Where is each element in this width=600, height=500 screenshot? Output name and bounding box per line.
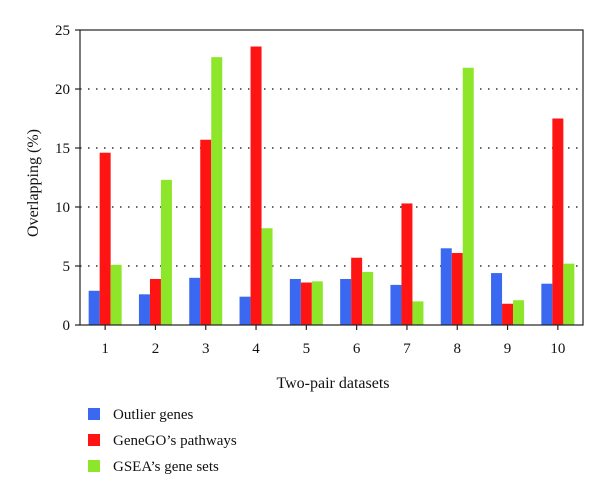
bar-1-gseas xyxy=(110,264,122,325)
bar-6-genegos xyxy=(351,257,363,325)
x-tick-label-3: 3 xyxy=(202,341,210,357)
y-tick-label-25: 25 xyxy=(55,23,70,39)
bar-4-gseas xyxy=(261,228,273,325)
bar-10-outlier xyxy=(541,283,553,325)
y-ticks: 0 5 10 15 20 25 xyxy=(55,23,80,334)
bar-3-gseas xyxy=(211,57,223,325)
bar-2-genegos xyxy=(149,278,161,325)
x-axis-title: Two-pair datasets xyxy=(276,375,389,392)
legend-label-1: GeneGO’s pathways xyxy=(113,433,237,449)
bar-9-genegos xyxy=(502,303,514,325)
legend-swatch-1 xyxy=(88,434,100,446)
x-tick-label-10: 10 xyxy=(550,341,565,357)
bar-3-outlier xyxy=(189,277,201,325)
bar-9-outlier xyxy=(491,273,503,325)
bar-3-genegos xyxy=(200,139,212,325)
x-tick-label-7: 7 xyxy=(403,341,411,357)
bar-5-gseas xyxy=(311,281,323,325)
bar-6-gseas xyxy=(362,271,374,325)
y-tick-label-10: 10 xyxy=(55,200,70,216)
bar-1-outlier xyxy=(88,290,100,325)
bar-10-gseas xyxy=(563,263,575,325)
y-tick-label-0: 0 xyxy=(63,318,71,334)
x-tick-label-1: 1 xyxy=(101,341,109,357)
y-tick-label-20: 20 xyxy=(55,82,70,98)
legend-swatch-0 xyxy=(88,408,100,420)
y-tick-label-5: 5 xyxy=(63,259,71,275)
bar-1-genegos xyxy=(99,152,111,325)
bar-7-gseas xyxy=(412,301,424,325)
x-tick-label-9: 9 xyxy=(504,341,512,357)
bar-7-genegos xyxy=(401,203,413,325)
bar-7-outlier xyxy=(390,284,402,325)
bar-5-outlier xyxy=(289,278,301,325)
legend-label-0: Outlier genes xyxy=(113,407,194,423)
legend-swatch-2 xyxy=(88,460,100,472)
bar-6-outlier xyxy=(340,278,352,325)
x-tick-label-8: 8 xyxy=(454,341,462,357)
grid-lines xyxy=(80,88,583,267)
y-axis-title: Overlapping (%) xyxy=(25,129,42,237)
x-tick-label-5: 5 xyxy=(303,341,311,357)
x-tick-label-4: 4 xyxy=(252,341,260,357)
legend-label-2: GSEA’s gene sets xyxy=(113,459,219,475)
bar-5-genegos xyxy=(300,282,312,325)
y-tick-label-15: 15 xyxy=(55,141,70,157)
bar-4-genegos xyxy=(250,46,262,326)
bars xyxy=(88,46,575,326)
bar-9-gseas xyxy=(513,300,525,325)
bar-2-gseas xyxy=(160,179,172,325)
bar-8-genegos xyxy=(451,253,463,325)
bar-10-genegos xyxy=(552,118,564,325)
bar-8-outlier xyxy=(440,248,452,325)
x-tick-label-2: 2 xyxy=(152,341,160,357)
plot-border xyxy=(79,29,584,326)
plot-frame xyxy=(79,29,584,326)
bar-8-gseas xyxy=(462,67,474,325)
bar-4-outlier xyxy=(239,296,251,325)
x-ticks: 1 2 3 4 5 6 7 8 9 10 xyxy=(101,325,565,357)
x-tick-label-6: 6 xyxy=(353,341,361,357)
legend: Outlier genes GeneGO’s pathways GSEA’s gen… xyxy=(88,407,237,475)
bar-2-outlier xyxy=(138,294,150,325)
